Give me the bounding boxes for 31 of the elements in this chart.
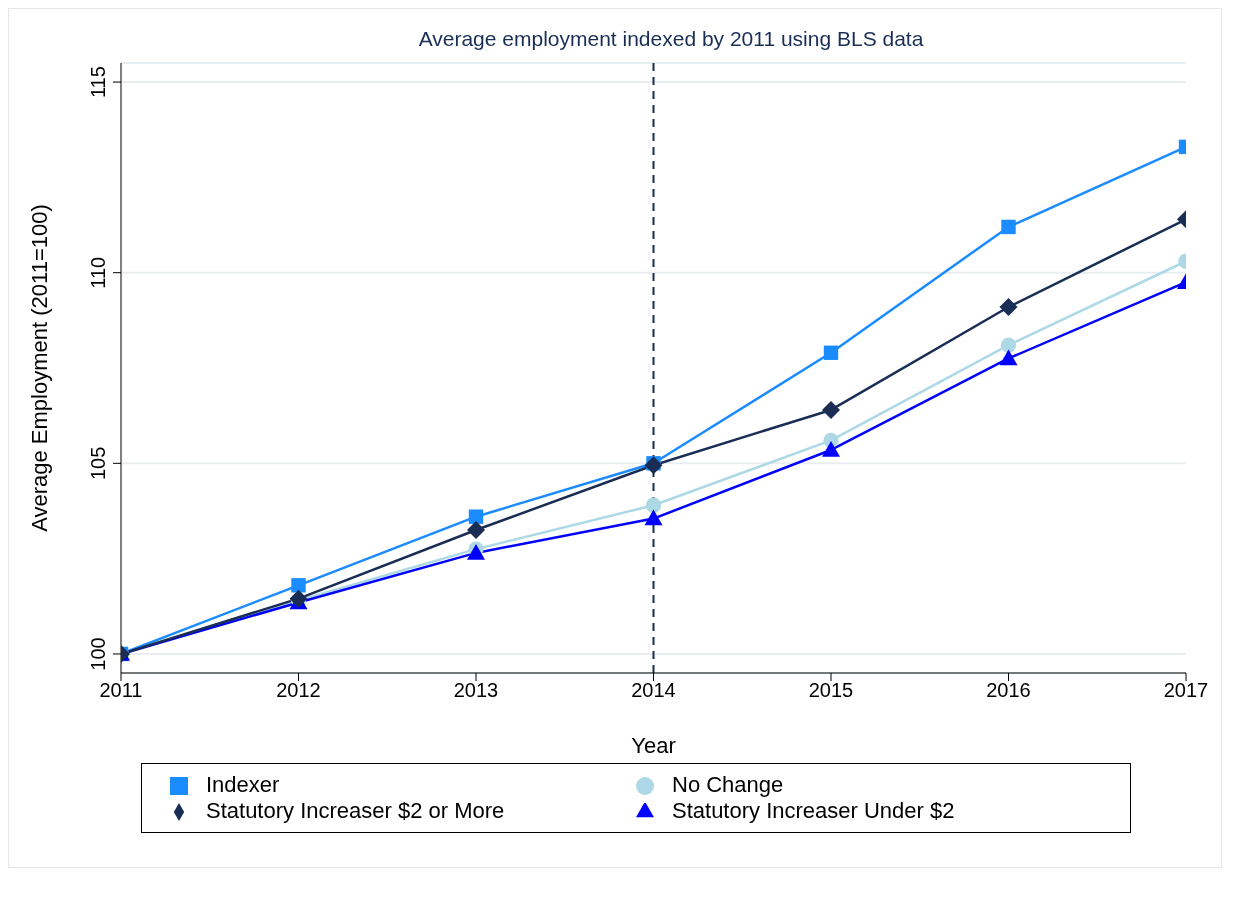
y-tick-label: 100 — [87, 637, 109, 671]
point — [999, 349, 1018, 366]
y-axis-title: Average Employment (2011=100) — [26, 204, 52, 532]
point — [645, 497, 662, 513]
x-tick-label: 2011 — [99, 679, 143, 702]
x-tick-label: 2015 — [808, 679, 854, 702]
x-tick-label: 2014 — [631, 679, 676, 702]
x-tick-label: 2012 — [276, 679, 321, 702]
point — [291, 578, 306, 593]
y-tick-label: 105 — [87, 446, 109, 480]
point — [822, 400, 840, 419]
point — [644, 509, 663, 526]
point — [1001, 219, 1016, 235]
point — [467, 521, 485, 540]
x-axis-title: Year — [631, 733, 676, 758]
point — [823, 345, 839, 360]
legend-label: Statutory Increaser Under $2 — [671, 798, 956, 824]
legend-label: Indexer — [205, 772, 281, 798]
x-tick-label: 2016 — [986, 679, 1031, 702]
legend-label: Statutory Increaser $2 or More — [205, 798, 506, 824]
y-tick-label: 110 — [87, 256, 109, 289]
y-tick-label: 115 — [87, 66, 109, 99]
chart-title: Average employment indexed by 2011 using BLS data — [417, 27, 925, 52]
point — [822, 440, 840, 457]
point — [1000, 337, 1017, 353]
point — [468, 509, 484, 524]
legend-label: No Change — [671, 772, 785, 798]
point — [999, 298, 1018, 316]
x-tick-label: 2013 — [453, 679, 499, 702]
x-tick-label: 2017 — [1163, 679, 1209, 702]
point — [644, 456, 663, 475]
